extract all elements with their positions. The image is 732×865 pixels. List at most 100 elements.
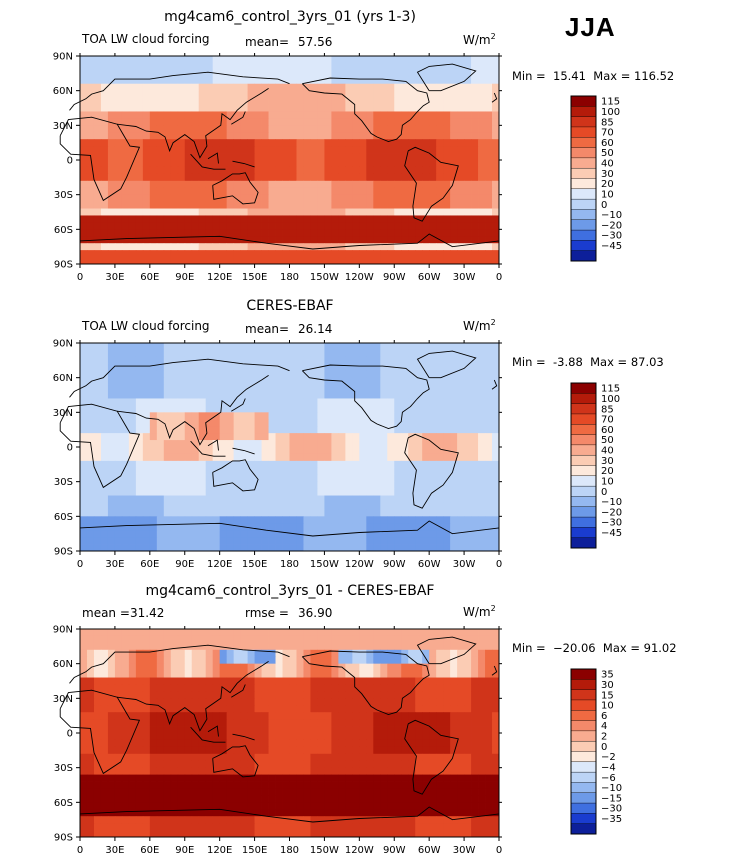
panel-3-min-value: −20.06 — [553, 641, 596, 655]
panel-2-field — [80, 343, 500, 552]
panel-2-xtick-label: 0 — [496, 559, 502, 570]
panel-2-ytick-label: 30S — [54, 477, 73, 488]
panel-1-field-label: TOA LW cloud forcing — [82, 32, 210, 46]
panel-3-max-label: Max = — [602, 641, 640, 655]
panel-1-ytick-label: 30S — [54, 190, 73, 201]
panel-1-min-label: Min = — [512, 69, 546, 83]
panel-1-xtick-label: 30E — [105, 272, 124, 283]
panel-1-colorbar-label: 70 — [601, 128, 614, 139]
panel-3-max-value: 91.02 — [643, 641, 677, 655]
panel-3-colorbar-label: 2 — [601, 732, 607, 743]
panel-3-colorbar-box — [570, 679, 597, 691]
panel-1-units-sup: 2 — [490, 32, 496, 41]
panel-1-colorbar-box — [570, 137, 597, 149]
panel-3-xtick-label: 120E — [207, 845, 232, 856]
panel-3-field — [80, 629, 500, 838]
panel-1-colorbar-label: 115 — [601, 97, 620, 108]
panel-3-colorbar-box — [570, 771, 597, 783]
panel-1-units: W/m2 — [463, 32, 496, 47]
panel-3-colorbar-label: 15 — [601, 690, 614, 701]
panel-1-colorbar-label: 40 — [601, 159, 614, 170]
panel-3-colorbar-box — [570, 699, 597, 711]
panel-1-colorbar-box — [570, 106, 597, 118]
panel-3-ytick-label: 30N — [53, 694, 73, 705]
panel-3-colorbar-label: −6 — [601, 773, 616, 784]
panel-1-xtick-label: 0 — [77, 272, 83, 283]
panel-2-max-value: 87.03 — [630, 355, 664, 369]
panel-3-xtick-label: 60E — [140, 845, 159, 856]
panel-3-coastlines — [59, 636, 500, 823]
panel-1-xtick-label: 150E — [242, 272, 267, 283]
panel-1-xtick-label: 120E — [207, 272, 232, 283]
panel-2-colorbar-box — [570, 434, 597, 446]
panel-2-colorbar-box — [570, 413, 597, 425]
panel-2-colorbar-label: −45 — [601, 528, 622, 539]
panel-1-xtick-label: 180 — [280, 272, 299, 283]
panel-2-ytick-label: 60N — [53, 373, 73, 384]
panel-2-coastlines — [59, 350, 500, 537]
panel-1-colorbar-frame — [570, 95, 597, 262]
panel-2-colorbar-box — [570, 506, 597, 518]
panel-3-colorbar-label: 6 — [601, 711, 607, 722]
panel-2-xtick-label: 120W — [345, 559, 374, 570]
panel-3-colorbar-box — [570, 751, 597, 763]
panel-2-colorbar-label: 10 — [601, 476, 614, 487]
panel-3-xtick-label: 120W — [345, 845, 374, 856]
panel-3-xtick-label: 150W — [310, 845, 339, 856]
panel-3-colorbar-box — [570, 710, 597, 722]
panel-3-units-text: W/m — [463, 605, 491, 619]
panel-1-colorbar-box — [570, 198, 597, 210]
panel-1-mean-label: mean= — [245, 35, 290, 49]
panel-2-xtick-label: 150W — [310, 559, 339, 570]
panel-2-colorbar-label: 85 — [601, 404, 614, 415]
panel-3-colorbar-box — [570, 792, 597, 804]
panel-2-ytick-label: 30N — [53, 408, 73, 419]
panel-3-rmse-label: rmse = — [245, 606, 289, 620]
panel-3-ytick-label: 90S — [54, 833, 73, 844]
panel-3-colorbar-box — [570, 668, 597, 680]
panel-1-minmax: Min = 15.41 Max = 116.52 — [512, 69, 674, 83]
season-label: JJA — [565, 12, 616, 42]
panel-2-ytick-label: 0 — [67, 443, 73, 454]
panel-2-max-label: Max = — [590, 355, 628, 369]
panel-1-colorbar-label: 0 — [601, 200, 607, 211]
panel-1-colorbar-label: 30 — [601, 169, 614, 180]
panel-1-ytick-label: 90N — [53, 52, 73, 63]
panel-2-xtick-label: 30W — [453, 559, 476, 570]
panel-2-colorbar-box — [570, 485, 597, 497]
panel-1-coastlines — [59, 63, 500, 250]
panel-3-colorbar-box — [570, 689, 597, 701]
panel-1-colorbar-label: −45 — [601, 241, 622, 252]
panel-1-colorbar-box — [570, 250, 597, 262]
panel-2-colorbar-label: 30 — [601, 456, 614, 467]
panel-1-xtick-label: 30W — [453, 272, 476, 283]
panel-2-mean-label: mean= — [245, 322, 290, 336]
panel-3-mean-value: 31.42 — [130, 606, 165, 620]
panel-1-ytick-label: 90S — [54, 260, 73, 271]
panel-3-ytick-label: 90N — [53, 625, 73, 636]
panel-1-ytick-label: 60N — [53, 86, 73, 97]
panel-3-colorbar-label: −35 — [601, 814, 622, 825]
panel-3-colorbar-label: 35 — [601, 670, 614, 681]
panel-1-colorbar-box — [570, 209, 597, 221]
panel-3-xtick-label: 0 — [496, 845, 502, 856]
panel-1-colorbar-box — [570, 95, 597, 107]
panel-2-colorbar-box — [570, 496, 597, 508]
panel-2-colorbar-label: 100 — [601, 394, 620, 405]
panel-1-colorbar-label: 100 — [601, 107, 620, 118]
panel-1-min-value: 15.41 — [553, 69, 586, 83]
panel-1-field — [80, 56, 500, 265]
panel-2-colorbar-box — [570, 382, 597, 394]
panel-1-title: mg4cam6_control_3yrs_01 (yrs 1-3) — [164, 9, 416, 25]
panel-1-max-label: Max = — [593, 69, 631, 83]
panel-1-colorbar-label: 85 — [601, 117, 614, 128]
panel-3-min-label: Min = — [512, 641, 546, 655]
panel-2-colorbar-label: 115 — [601, 384, 620, 395]
panel-1-ytick-label: 30N — [53, 121, 73, 132]
panel-3-xtick-label: 90W — [383, 845, 406, 856]
panel-3-ytick-label: 60S — [54, 798, 73, 809]
panel-1-colorbar-label: −20 — [601, 220, 622, 231]
panel-3-xtick-label: 60W — [418, 845, 441, 856]
panel-1-colorbar-label: 60 — [601, 138, 614, 149]
